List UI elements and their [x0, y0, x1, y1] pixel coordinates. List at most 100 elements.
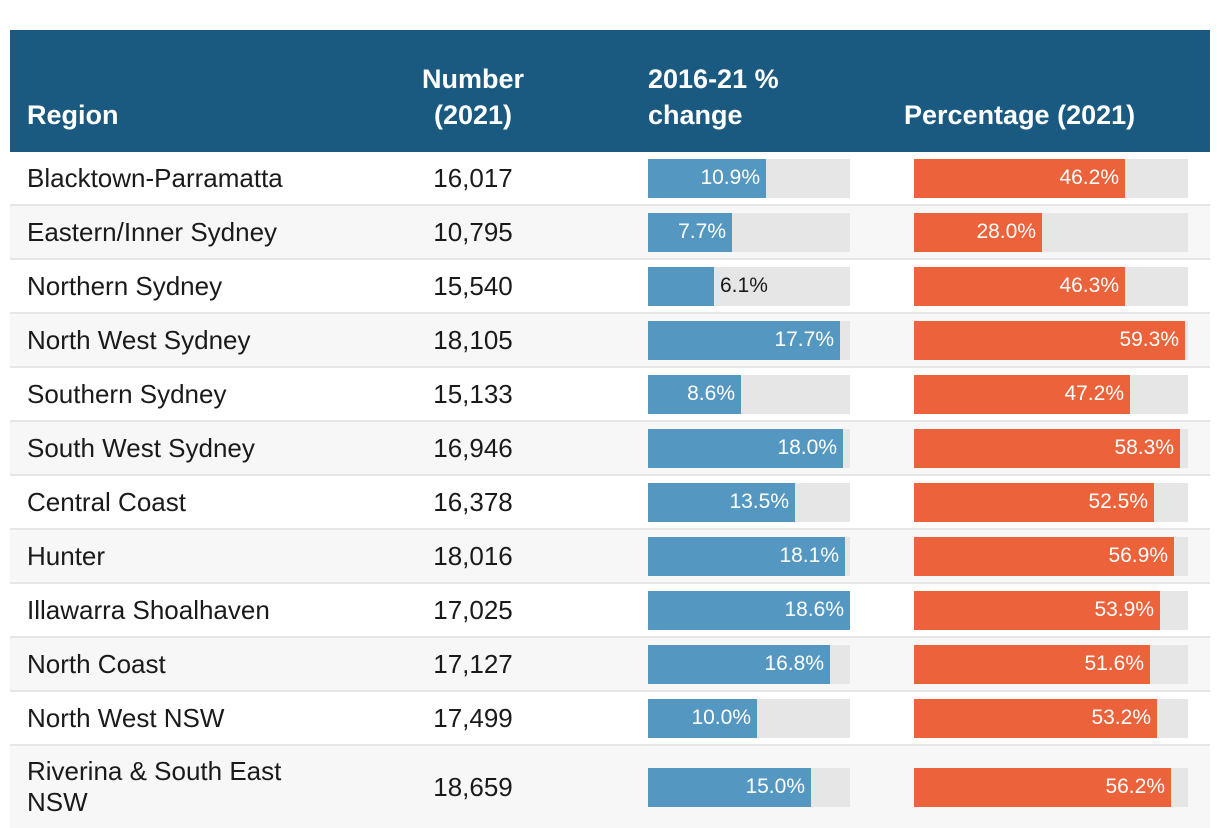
- change-bar-label: 10.9%: [700, 166, 760, 189]
- cell-number: 18,105: [433, 324, 513, 355]
- cell-change: 8.6%: [588, 367, 854, 421]
- table-row: Blacktown-Parramatta 16,017 10.9% 46.2%: [10, 152, 1210, 205]
- change-bar: 10.0%: [648, 698, 757, 738]
- change-bar-label: 16.8%: [764, 652, 824, 675]
- cell-change: 16.8%: [588, 637, 854, 691]
- cell-change: 10.0%: [588, 691, 854, 745]
- percentage-bar-label: 47.2%: [1064, 382, 1124, 405]
- change-bar-track: 18.6%: [648, 590, 850, 630]
- cell-percentage: 53.2%: [854, 691, 1210, 745]
- change-bar-label: 17.7%: [774, 328, 834, 351]
- table-row: Hunter 18,016 18.1% 56.9%: [10, 529, 1210, 583]
- change-bar-label: 18.0%: [777, 436, 837, 459]
- table-row: Illawarra Shoalhaven 17,025 18.6% 53.9%: [10, 583, 1210, 637]
- change-bar-label: 13.5%: [729, 490, 789, 513]
- change-bar: 15.0%: [648, 767, 811, 807]
- change-bar: 6.1%: [648, 266, 768, 306]
- percentage-bar-track: 56.9%: [914, 536, 1188, 576]
- percentage-bar: 47.2%: [914, 374, 1130, 414]
- percentage-bar: 53.2%: [914, 698, 1157, 738]
- cell-number: 15,540: [433, 270, 513, 301]
- change-bar-track: 8.6%: [648, 374, 850, 414]
- table-row: North West NSW 17,499 10.0% 53.2%: [10, 691, 1210, 745]
- change-bar: 18.6%: [648, 590, 850, 630]
- change-bar: 18.1%: [648, 536, 845, 576]
- cell-percentage: 53.9%: [854, 583, 1210, 637]
- cell-change: 6.1%: [588, 259, 854, 313]
- cell-change: 18.6%: [588, 583, 854, 637]
- cell-percentage: 52.5%: [854, 475, 1210, 529]
- cell-number: 10,795: [433, 216, 513, 247]
- cell-region: North West Sydney: [27, 324, 251, 355]
- change-bar-track: 15.0%: [648, 767, 850, 807]
- percentage-bar-label: 28.0%: [976, 220, 1036, 243]
- percentage-bar-track: 56.2%: [914, 767, 1188, 807]
- percentage-bar-label: 56.2%: [1105, 775, 1165, 798]
- change-bar-track: 13.5%: [648, 482, 850, 522]
- cell-percentage: 56.9%: [854, 529, 1210, 583]
- change-bar: 13.5%: [648, 482, 795, 522]
- percentage-bar: 53.9%: [914, 590, 1160, 630]
- change-bar: 17.7%: [648, 320, 840, 360]
- percentage-bar-label: 58.3%: [1114, 436, 1174, 459]
- cell-region: Southern Sydney: [27, 378, 227, 409]
- header-number-label: Number (2021): [421, 64, 524, 130]
- percentage-bar-label: 46.2%: [1059, 166, 1119, 189]
- cell-number: 17,127: [433, 648, 513, 679]
- percentage-bar-track: 47.2%: [914, 374, 1188, 414]
- change-bar-track: 18.0%: [648, 428, 850, 468]
- change-bar-track: 7.7%: [648, 212, 850, 252]
- table-row: Central Coast 16,378 13.5% 52.5%: [10, 475, 1210, 529]
- percentage-bar-track: 28.0%: [914, 212, 1188, 252]
- change-bar-label: 6.1%: [720, 274, 768, 297]
- change-bar: 18.0%: [648, 428, 843, 468]
- table-row: Eastern/Inner Sydney 10,795 7.7% 28.0%: [10, 205, 1210, 259]
- cell-change: 7.7%: [588, 205, 854, 259]
- cell-number: 17,025: [433, 594, 513, 625]
- percentage-bar: 59.3%: [914, 320, 1185, 360]
- cell-percentage: 51.6%: [854, 637, 1210, 691]
- percentage-bar: 28.0%: [914, 212, 1042, 252]
- percentage-bar-label: 51.6%: [1084, 652, 1144, 675]
- percentage-bar-track: 58.3%: [914, 428, 1188, 468]
- table-row: North Coast 17,127 16.8% 51.6%: [10, 637, 1210, 691]
- percentage-bar-label: 59.3%: [1119, 328, 1179, 351]
- header-row: Region Number (2021) 2016-21 % change Pe…: [10, 30, 1210, 152]
- header-region[interactable]: Region: [27, 100, 119, 130]
- cell-change: 10.9%: [588, 152, 854, 205]
- cell-percentage: 46.3%: [854, 259, 1210, 313]
- cell-percentage: 28.0%: [854, 205, 1210, 259]
- cell-number: 17,499: [433, 702, 513, 733]
- data-table-container: Region Number (2021) 2016-21 % change Pe…: [10, 30, 1210, 828]
- cell-region: Illawarra Shoalhaven: [27, 594, 270, 625]
- percentage-bar-track: 53.2%: [914, 698, 1188, 738]
- cell-percentage: 47.2%: [854, 367, 1210, 421]
- percentage-bar-label: 53.9%: [1094, 598, 1154, 621]
- change-bar: 7.7%: [648, 212, 732, 252]
- header-change[interactable]: 2016-21 % change: [588, 30, 854, 152]
- cell-number: 15,133: [433, 378, 513, 409]
- region-table: Region Number (2021) 2016-21 % change Pe…: [10, 30, 1210, 828]
- header-percentage-label: Percentage (2021): [904, 100, 1136, 130]
- cell-region: Riverina & South East NSW: [27, 756, 282, 817]
- cell-region: South West Sydney: [27, 432, 255, 463]
- change-bar-label: 18.6%: [784, 598, 844, 621]
- cell-number: 18,016: [433, 540, 513, 571]
- change-bar-track: 17.7%: [648, 320, 850, 360]
- table-row: North West Sydney 18,105 17.7% 59.3%: [10, 313, 1210, 367]
- table-row: Southern Sydney 15,133 8.6% 47.2%: [10, 367, 1210, 421]
- change-bar-label: 15.0%: [745, 775, 805, 798]
- change-bar-track: 18.1%: [648, 536, 850, 576]
- header-number[interactable]: Number (2021): [358, 30, 588, 152]
- cell-region: Blacktown-Parramatta: [27, 162, 283, 193]
- percentage-bar: 51.6%: [914, 644, 1150, 684]
- percentage-bar-label: 56.9%: [1108, 544, 1168, 567]
- percentage-bar-track: 59.3%: [914, 320, 1188, 360]
- percentage-bar-label: 46.3%: [1059, 274, 1119, 297]
- cell-number: 16,017: [433, 162, 513, 193]
- header-percentage[interactable]: Percentage (2021): [854, 30, 1210, 152]
- change-bar: 16.8%: [648, 644, 830, 684]
- percentage-bar: 56.9%: [914, 536, 1174, 576]
- percentage-bar-track: 46.2%: [914, 158, 1188, 198]
- cell-percentage: 56.2%: [854, 745, 1210, 828]
